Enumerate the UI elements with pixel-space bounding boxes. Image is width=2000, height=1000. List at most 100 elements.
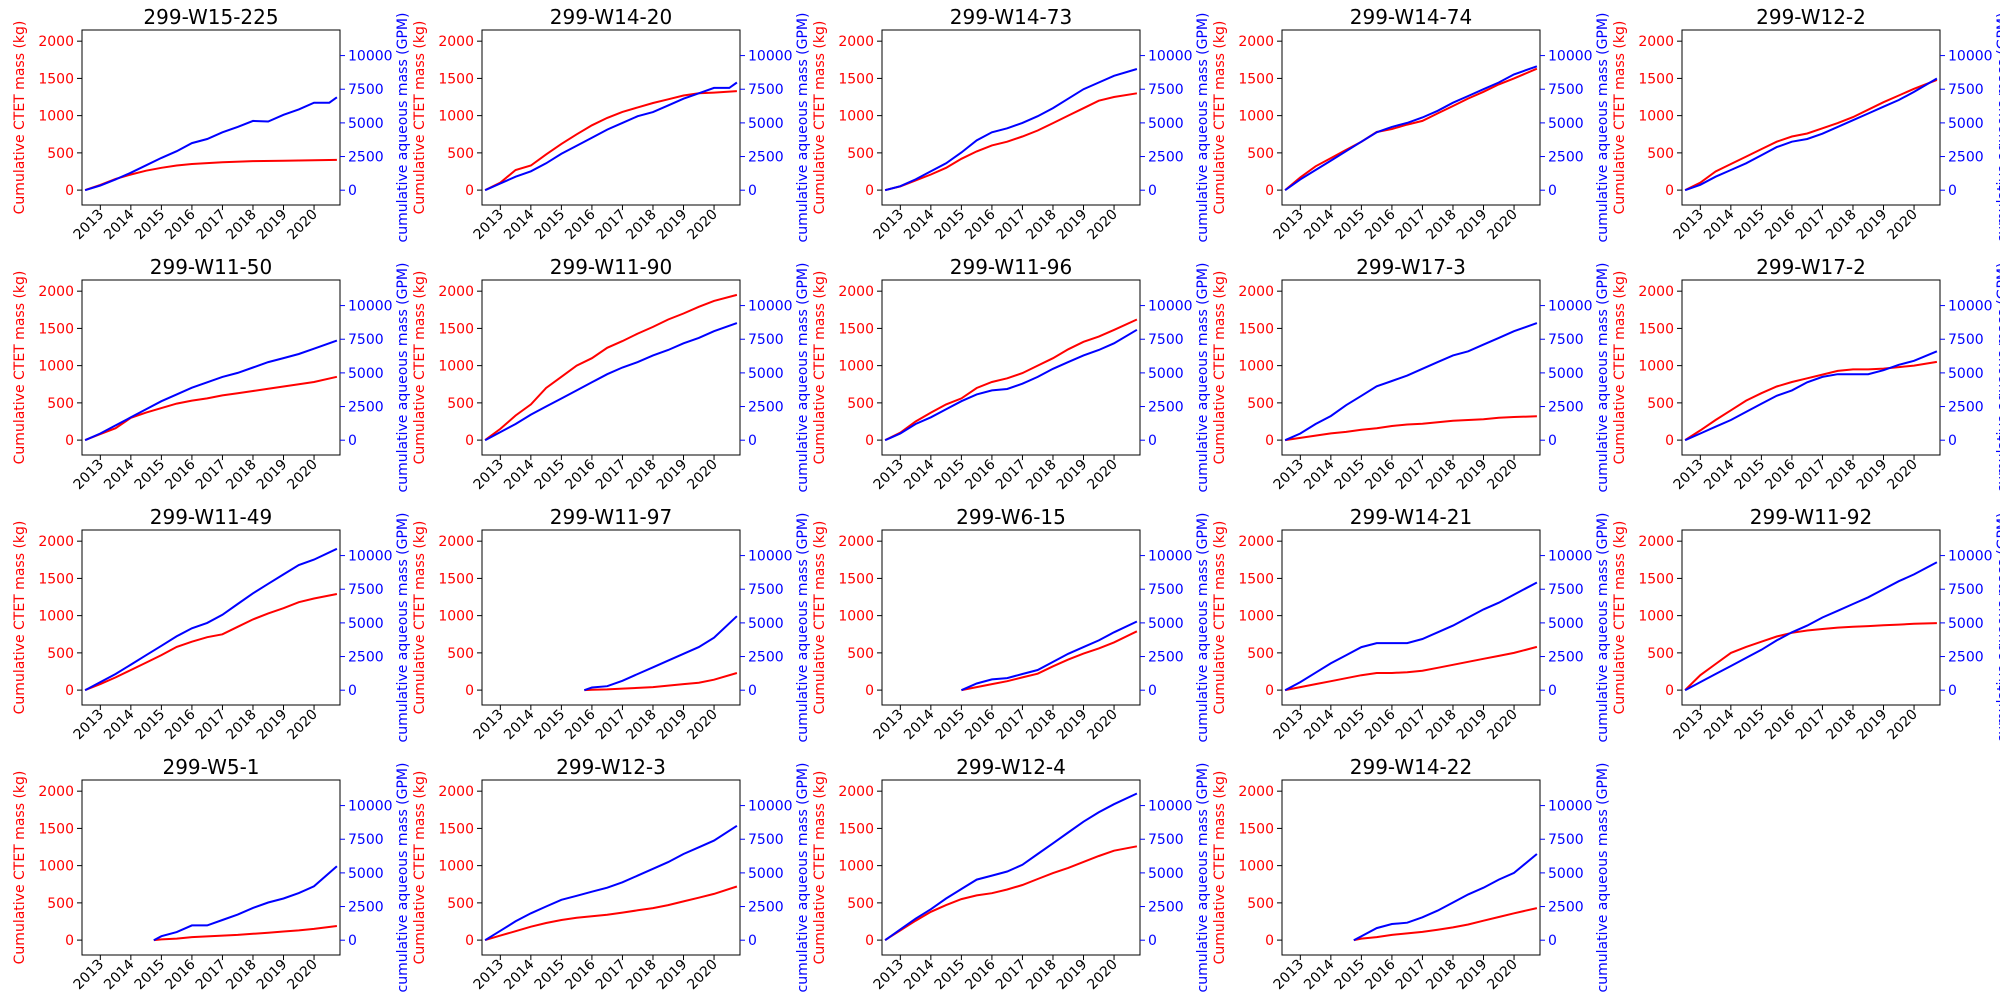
left-axis-label: Cumulative CTET mass (kg) — [1612, 521, 1628, 715]
left-axis-label: Cumulative CTET mass (kg) — [12, 271, 28, 465]
right-axis-label: cumulative aqueous mass (GPM) — [1995, 13, 2000, 243]
subplot-title: 299-W6-15 — [956, 505, 1066, 529]
left-y-tick-label: 1500 — [1238, 821, 1274, 837]
right-y-tick-label: 0 — [1548, 433, 1557, 449]
subplot-299-W14-21: 299-W14-21201320142015201620172018201920… — [1212, 505, 1611, 743]
plot-frame — [81, 29, 341, 206]
aqueous-mass-line — [583, 615, 738, 692]
right-y-tick-label: 0 — [1148, 683, 1157, 699]
plot-frame — [881, 529, 1141, 706]
right-y-tick-label: 10000 — [1548, 799, 1593, 815]
right-y-tick-label: 2500 — [748, 650, 784, 666]
x-tick-label: 2015 — [532, 207, 569, 244]
left-y-tick-label: 1500 — [838, 71, 874, 87]
right-y-tick-label: 7500 — [1148, 582, 1184, 598]
right-y-tick-label: 0 — [1148, 433, 1157, 449]
x-tick-label: 2013 — [871, 707, 908, 744]
ctet-mass-line — [884, 92, 1138, 192]
left-y-tick-label: 1500 — [38, 321, 74, 337]
left-y-tick-label: 1500 — [438, 71, 474, 87]
x-tick-label: 2014 — [101, 956, 138, 993]
x-tick-label: 2018 — [1423, 957, 1460, 994]
x-tick-label: 2016 — [162, 956, 199, 993]
left-axis-label: Cumulative CTET mass (kg) — [1212, 21, 1228, 215]
right-y-tick-label: 5000 — [1548, 116, 1584, 132]
plot-frame — [81, 529, 341, 706]
x-tick-label: 2017 — [193, 957, 230, 994]
x-tick-label: 2017 — [193, 457, 230, 494]
right-y-tick-label: 10000 — [748, 49, 793, 65]
x-tick-label: 2018 — [1023, 207, 1060, 244]
ctet-mass-line — [884, 318, 1138, 441]
right-y-tick-label: 10000 — [348, 799, 393, 815]
left-y-tick-label: 0 — [65, 683, 74, 699]
x-tick-label: 2018 — [1023, 957, 1060, 994]
right-axis-label: cumulative aqueous mass (GPM) — [1595, 763, 1611, 993]
x-tick-label: 2019 — [1454, 457, 1491, 494]
right-y-tick-label: 5000 — [748, 866, 784, 882]
right-y-tick-label: 2500 — [348, 400, 384, 416]
right-y-tick-label: 2500 — [348, 650, 384, 666]
x-tick-label: 2019 — [254, 707, 291, 744]
x-tick-label: 2014 — [901, 456, 938, 493]
subplot-299-W12-3: 299-W12-3 2013201420152016201720182019202… — [412, 755, 811, 993]
right-y-tick-label: 5000 — [748, 616, 784, 632]
right-y-tick-label: 5000 — [1548, 866, 1584, 882]
left-y-tick-label: 500 — [1647, 646, 1674, 662]
subplot-title: 299-W11-90 — [550, 255, 672, 279]
left-y-tick-label: 2000 — [838, 284, 874, 300]
left-y-tick-label: 1000 — [838, 359, 874, 375]
x-tick-label: 2016 — [1762, 206, 1799, 243]
right-y-tick-label: 2500 — [1548, 650, 1584, 666]
plot-frame — [881, 29, 1141, 206]
left-y-tick-label: 1500 — [838, 571, 874, 587]
plot-frame — [1681, 279, 1941, 456]
x-tick-label: 2020 — [284, 207, 321, 244]
x-tick-label: 2018 — [1023, 707, 1060, 744]
left-y-tick-label: 0 — [1265, 183, 1274, 199]
x-tick-label: 2018 — [1023, 457, 1060, 494]
left-y-tick-label: 1500 — [438, 321, 474, 337]
x-tick-label: 2015 — [1332, 207, 1369, 244]
subplot-title: 299-W17-3 — [1356, 255, 1466, 279]
left-axis-label: Cumulative CTET mass (kg) — [812, 271, 828, 465]
x-tick-label: 2013 — [71, 207, 108, 244]
plot-frame — [1281, 279, 1541, 456]
x-tick-label: 2015 — [132, 457, 169, 494]
x-tick-label: 2013 — [871, 957, 908, 994]
left-y-tick-label: 500 — [1647, 146, 1674, 162]
x-tick-label: 2017 — [593, 207, 630, 244]
left-y-tick-label: 2000 — [38, 534, 74, 550]
x-tick-label: 2013 — [471, 957, 508, 994]
left-y-tick-label: 1000 — [1238, 609, 1274, 625]
x-tick-label: 2020 — [1084, 207, 1121, 244]
right-y-tick-label: 2500 — [1948, 150, 1984, 166]
right-y-tick-label: 0 — [1148, 183, 1157, 199]
aqueous-mass-line — [84, 96, 338, 192]
left-y-tick-label: 2000 — [1238, 34, 1274, 50]
subplot-title: 299-W5-1 — [162, 755, 259, 779]
aqueous-mass-line — [884, 328, 1138, 442]
subplot-title: 299-W14-74 — [1350, 5, 1472, 29]
left-y-tick-label: 1500 — [838, 321, 874, 337]
x-tick-label: 2013 — [1671, 707, 1708, 744]
right-axis-label: cumulative aqueous mass (GPM) — [795, 13, 811, 243]
subplot-299-W17-3: 299-W17-3 2013201420152016201720182019202… — [1212, 255, 1611, 493]
left-y-tick-label: 2000 — [838, 34, 874, 50]
right-y-tick-label: 2500 — [1548, 400, 1584, 416]
right-y-tick-label: 0 — [348, 683, 357, 699]
x-tick-label: 2013 — [471, 707, 508, 744]
subplot-299-W14-73: 299-W14-73201320142015201620172018201920… — [812, 5, 1211, 243]
plot-frame — [1281, 779, 1541, 956]
x-tick-label: 2013 — [871, 457, 908, 494]
right-y-tick-label: 0 — [1948, 183, 1957, 199]
right-y-tick-label: 10000 — [348, 549, 393, 565]
x-tick-label: 2017 — [1793, 707, 1830, 744]
right-y-tick-label: 0 — [748, 183, 757, 199]
x-tick-label: 2017 — [1793, 207, 1830, 244]
left-axis-label: Cumulative CTET mass (kg) — [412, 521, 428, 715]
left-axis-label: Cumulative CTET mass (kg) — [1612, 271, 1628, 465]
right-axis-label: cumulative aqueous mass (GPM) — [395, 513, 411, 743]
x-tick-label: 2016 — [562, 206, 599, 243]
right-y-tick-label: 0 — [348, 933, 357, 949]
